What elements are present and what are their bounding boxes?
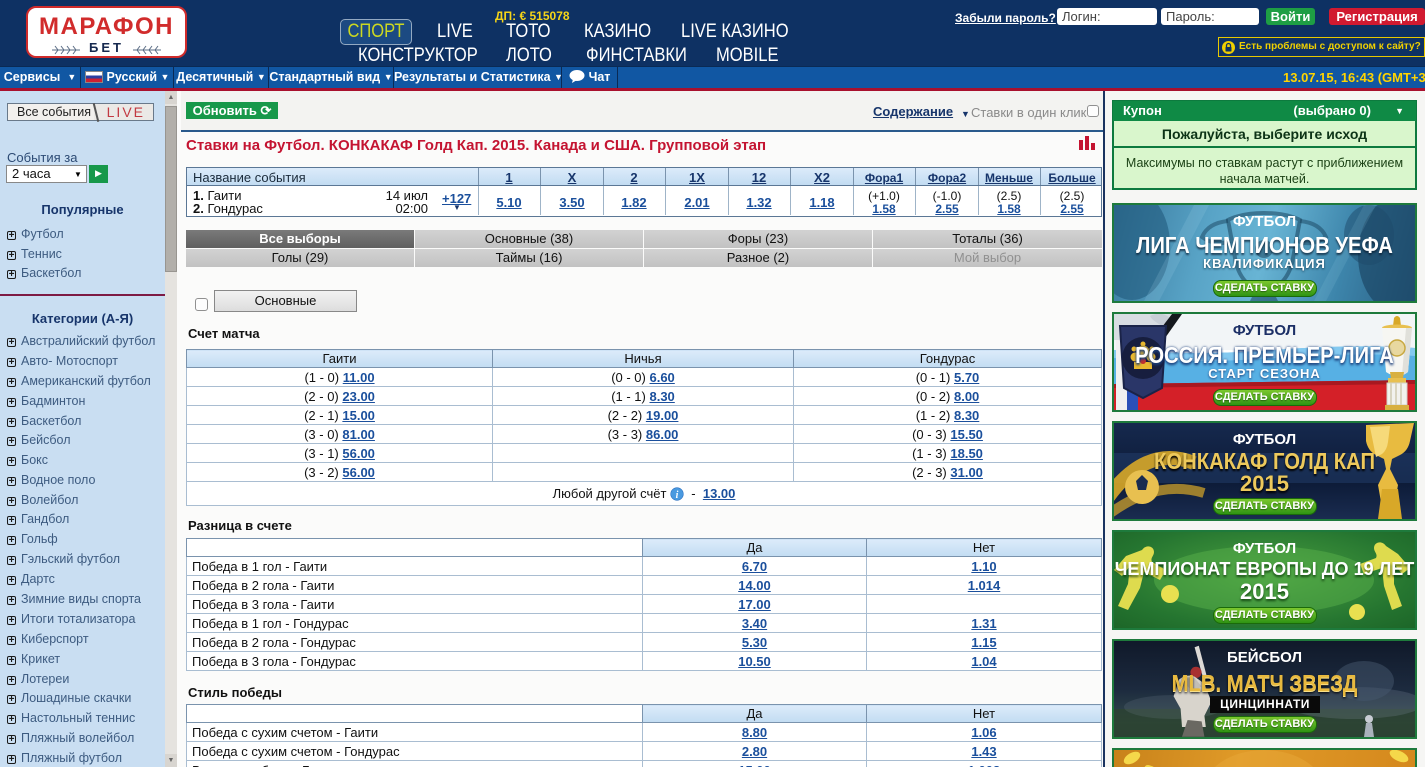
svg-text:i: i (676, 490, 679, 501)
